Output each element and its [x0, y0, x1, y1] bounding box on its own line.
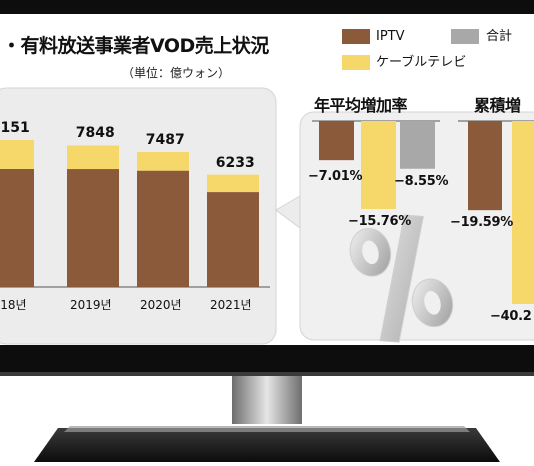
- bar-total-label-2: 7487: [145, 131, 185, 148]
- bar-total-label-3: 6233: [215, 154, 255, 171]
- left-chart-panel: [0, 87, 277, 345]
- callout-pointer: [275, 195, 301, 229]
- growth-label-2: −8.55%: [394, 173, 449, 189]
- bar-total-label-1: 7848: [75, 125, 115, 142]
- growth-label-1: −15.76%: [348, 214, 411, 229]
- growth-bar-1: [361, 121, 396, 209]
- year-label-2: 2020년: [140, 298, 182, 312]
- cumulative-bar-0: [468, 121, 502, 211]
- right-bars-group: [319, 121, 534, 304]
- bar-cable-3: [207, 174, 259, 193]
- year-label-3: 2021년: [210, 298, 252, 312]
- tv-stand-neck: [232, 376, 302, 424]
- right-chart-panel: [299, 111, 534, 343]
- bar-cable-1: [67, 145, 119, 170]
- chart-title: ・有料放送事業者VOD売上状況: [2, 35, 269, 57]
- year-label-0: 2018년: [0, 298, 27, 312]
- cumulative-label-0: −19.59%: [450, 215, 513, 231]
- cumulative-chart-title: 累積増: [474, 96, 521, 115]
- growth-bar-0: [319, 121, 354, 161]
- legend-label-cable: ケーブルテレビ: [376, 55, 467, 70]
- tv-stand-base-edge: [64, 426, 470, 432]
- tv-stand-base: [34, 428, 500, 462]
- legend-label-total: 合計: [486, 29, 513, 44]
- legend-swatch-total: [451, 29, 479, 44]
- cumulative-bar-1: [512, 121, 534, 304]
- year-label-1: 2019년: [70, 298, 112, 312]
- cumulative-label-1: −40.2: [490, 309, 532, 324]
- left-bars-group: [0, 140, 259, 287]
- bar-cable-2: [137, 151, 189, 171]
- bar-iptv-3: [207, 192, 259, 287]
- bar-cable-0: [0, 140, 34, 169]
- tv-bezel-highlight: [0, 372, 534, 376]
- legend-swatch-cable: [342, 55, 370, 70]
- growth-chart-title: 年平均増加率: [314, 96, 408, 115]
- bar-total-label-0: 8151: [0, 120, 30, 136]
- legend-label-iptv: IPTV: [376, 29, 405, 44]
- bar-iptv-2: [137, 170, 189, 287]
- legend-swatch-iptv: [342, 29, 370, 44]
- growth-bar-2: [400, 121, 435, 169]
- bar-iptv-0: [0, 168, 34, 287]
- growth-label-0: −7.01%: [308, 169, 363, 185]
- tv-bezel-bottom: [0, 345, 534, 375]
- percent-decoration: [349, 214, 454, 343]
- tv-bezel-top: [0, 0, 534, 14]
- bar-iptv-1: [67, 169, 119, 287]
- unit-label: （単位：億ウォン）: [122, 66, 231, 80]
